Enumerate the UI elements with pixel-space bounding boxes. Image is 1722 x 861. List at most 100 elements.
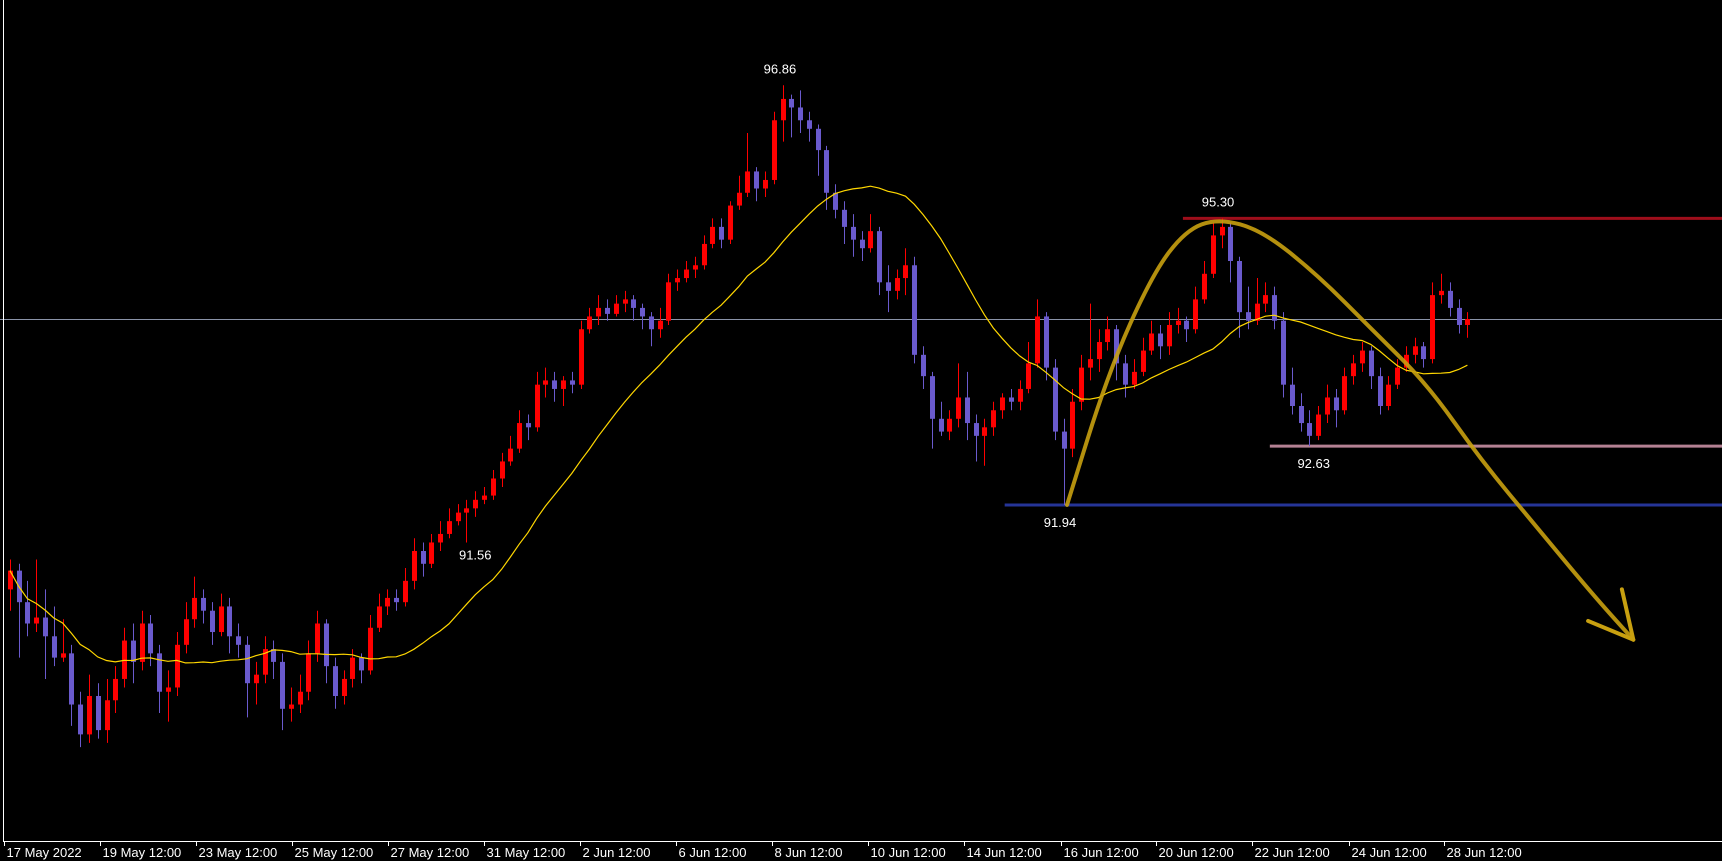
candle: [851, 214, 856, 257]
candle: [649, 312, 654, 347]
x-axis: 17 May 2022 19 May 12:00 23 May 12:00 25 Ma…: [4, 841, 1522, 860]
candle-body: [1255, 303, 1260, 321]
candle: [1448, 282, 1453, 317]
candle-body: [991, 410, 996, 428]
forecast-curve-path: [1065, 219, 1636, 642]
candle: [482, 487, 487, 505]
candle: [1184, 316, 1189, 343]
candle: [1351, 354, 1356, 385]
candle: [227, 597, 232, 654]
candle: [1457, 299, 1462, 334]
candle: [429, 533, 434, 569]
candle: [535, 371, 540, 432]
candle: [1272, 286, 1277, 330]
candle-body: [1035, 316, 1040, 364]
x-tick-label: 8 Jun 12:00: [775, 845, 843, 860]
candle-body: [772, 120, 777, 180]
candle-body: [236, 636, 241, 645]
candle-body: [368, 627, 373, 671]
candle-body: [1299, 406, 1304, 424]
candle-body: [350, 657, 355, 679]
candle-body: [675, 278, 680, 283]
candle-body: [385, 597, 390, 607]
candle: [1465, 312, 1470, 338]
candle-body: [895, 278, 900, 291]
candle-body: [412, 551, 417, 581]
candle: [1070, 388, 1075, 458]
candle-body: [1413, 346, 1418, 355]
candle: [903, 248, 908, 296]
candle: [1097, 329, 1102, 372]
candle-body: [1105, 329, 1110, 343]
candle-body: [1307, 423, 1312, 436]
candle: [1193, 286, 1198, 334]
candle-body: [210, 610, 215, 633]
candle: [877, 226, 882, 296]
candle: [412, 538, 417, 590]
candle-body: [1149, 333, 1154, 351]
candle: [666, 273, 671, 325]
candle: [421, 542, 426, 577]
candle-body: [1097, 342, 1102, 360]
candle-body: [781, 98, 786, 121]
candle: [886, 265, 891, 313]
candle-body: [61, 653, 66, 658]
candle: [1378, 367, 1383, 415]
candle: [1044, 312, 1049, 381]
drawn-forecast-curve[interactable]: [1065, 219, 1636, 642]
candle-body: [1079, 367, 1084, 402]
moving-average-line: [9, 185, 1468, 664]
candle: [772, 111, 777, 185]
candle-body: [631, 299, 636, 308]
candle-body: [860, 239, 865, 249]
candle: [1105, 316, 1110, 351]
candle-body: [394, 597, 399, 603]
candle-body: [1220, 226, 1225, 236]
candle: [991, 401, 996, 436]
candle: [868, 214, 873, 253]
candle: [561, 376, 566, 406]
candle: [1132, 359, 1137, 389]
price-label: 91.56: [459, 547, 492, 562]
candle-body: [1465, 319, 1470, 325]
candle: [87, 674, 92, 743]
candle: [289, 687, 294, 722]
candle: [52, 606, 57, 667]
candle: [43, 589, 48, 679]
candle: [69, 644, 74, 726]
candle: [543, 367, 548, 398]
candle: [1237, 256, 1242, 338]
candle-body: [719, 226, 724, 240]
candle: [131, 623, 136, 684]
x-tick-label: 2 Jun 12:00: [583, 845, 651, 860]
candle-body: [78, 704, 83, 735]
candle: [728, 201, 733, 244]
candle: [816, 124, 821, 176]
candle: [1053, 359, 1058, 441]
candle: [684, 261, 689, 283]
candle-body: [482, 495, 487, 500]
candle: [210, 602, 215, 645]
candle-body: [754, 171, 759, 189]
candle-body: [254, 674, 259, 684]
candle: [438, 521, 443, 551]
candle-body: [1316, 414, 1321, 436]
candle: [974, 414, 979, 462]
candle-body: [69, 653, 74, 705]
x-tick-label: 28 Jun 12:00: [1447, 845, 1522, 860]
x-tick-label: 10 Jun 12:00: [871, 845, 946, 860]
candle: [500, 452, 505, 488]
candle: [570, 371, 575, 394]
candle: [342, 670, 347, 705]
x-tick-label: 23 May 12:00: [199, 845, 278, 860]
candle-body: [939, 418, 944, 432]
candle-body: [464, 508, 469, 513]
candle-body: [789, 98, 794, 108]
price-annotations: 96.86 95.30 92.63 91.94 91.56: [459, 61, 1330, 562]
candle-body: [201, 597, 206, 611]
candle: [710, 218, 715, 249]
candle-body: [579, 329, 584, 385]
candle-body: [333, 666, 338, 696]
candle: [1307, 410, 1312, 447]
